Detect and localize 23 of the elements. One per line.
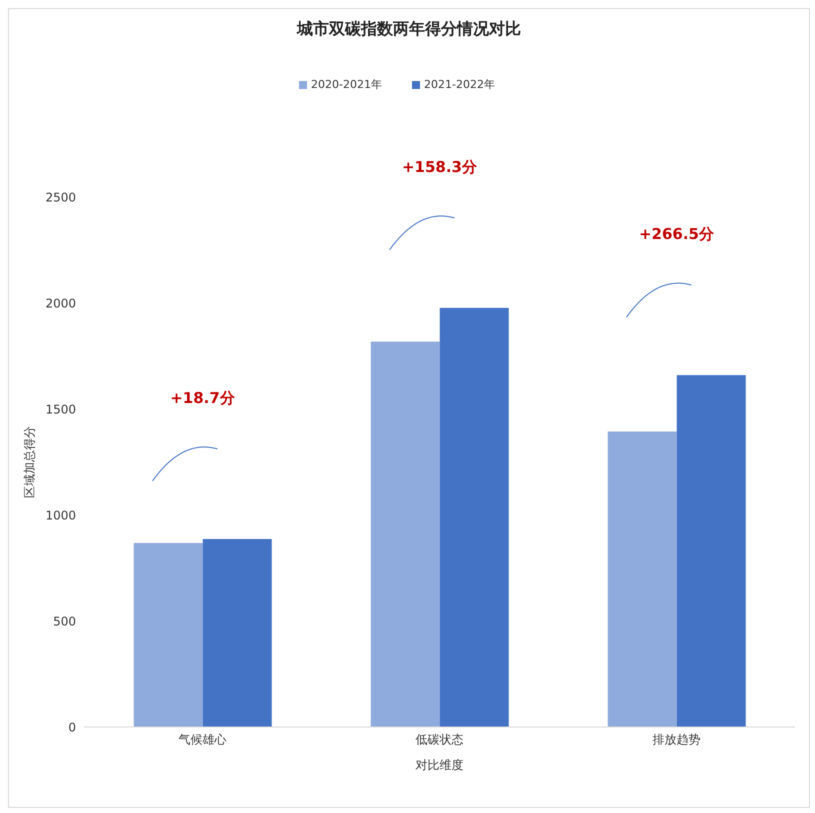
- x-tick-label: 低碳状态: [416, 732, 464, 747]
- x-tick-label: 排放趋势: [652, 732, 700, 747]
- y-tick-label: 2500: [45, 190, 76, 204]
- y-tick-label: 1500: [45, 402, 76, 416]
- bar: [202, 538, 272, 727]
- y-tick-label: 0: [68, 720, 76, 734]
- annotation: +18.7分: [170, 389, 236, 408]
- bar: [676, 375, 746, 727]
- annotation: +266.5分: [638, 225, 716, 244]
- y-tick-label: 500: [53, 614, 76, 628]
- bar: [608, 431, 677, 727]
- y-axis-title: 区域加总得分: [22, 426, 36, 498]
- y-tick-label: 1000: [45, 508, 76, 522]
- chart-title: 城市双碳指数两年得分情况对比: [296, 18, 522, 40]
- legend-label: 2020-2021年: [311, 78, 382, 91]
- x-axis-title: 对比维度: [416, 758, 464, 772]
- x-tick-label: 气候雄心: [178, 732, 226, 747]
- text: +158.3分: [402, 158, 478, 176]
- bar: [134, 542, 203, 727]
- bar: [370, 342, 440, 727]
- legend-label: 2021-2022年: [424, 78, 495, 91]
- bar: [440, 308, 509, 727]
- y-tick-label: 2000: [45, 296, 76, 310]
